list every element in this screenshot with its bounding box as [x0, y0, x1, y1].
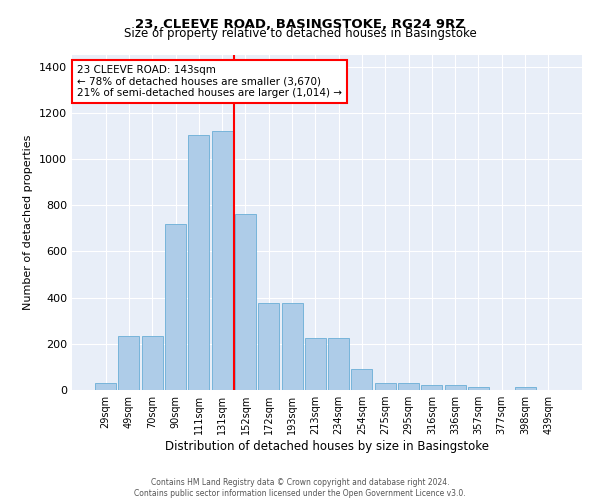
- Text: 23 CLEEVE ROAD: 143sqm
← 78% of detached houses are smaller (3,670)
21% of semi-: 23 CLEEVE ROAD: 143sqm ← 78% of detached…: [77, 65, 342, 98]
- Bar: [235, 214, 256, 390]
- Bar: [258, 304, 279, 390]
- Bar: [352, 369, 373, 390]
- Bar: [375, 383, 396, 390]
- Bar: [142, 336, 163, 390]
- Bar: [421, 386, 442, 390]
- Bar: [515, 386, 536, 390]
- Bar: [398, 383, 419, 390]
- Text: Size of property relative to detached houses in Basingstoke: Size of property relative to detached ho…: [124, 28, 476, 40]
- Bar: [188, 134, 209, 390]
- X-axis label: Distribution of detached houses by size in Basingstoke: Distribution of detached houses by size …: [165, 440, 489, 453]
- Bar: [118, 336, 139, 390]
- Bar: [328, 338, 349, 390]
- Bar: [305, 338, 326, 390]
- Bar: [212, 131, 233, 390]
- Y-axis label: Number of detached properties: Number of detached properties: [23, 135, 34, 310]
- Bar: [468, 386, 489, 390]
- Bar: [445, 386, 466, 390]
- Bar: [165, 224, 186, 390]
- Text: 23, CLEEVE ROAD, BASINGSTOKE, RG24 9RZ: 23, CLEEVE ROAD, BASINGSTOKE, RG24 9RZ: [135, 18, 465, 30]
- Text: Contains HM Land Registry data © Crown copyright and database right 2024.
Contai: Contains HM Land Registry data © Crown c…: [134, 478, 466, 498]
- Bar: [95, 383, 116, 390]
- Bar: [281, 304, 302, 390]
